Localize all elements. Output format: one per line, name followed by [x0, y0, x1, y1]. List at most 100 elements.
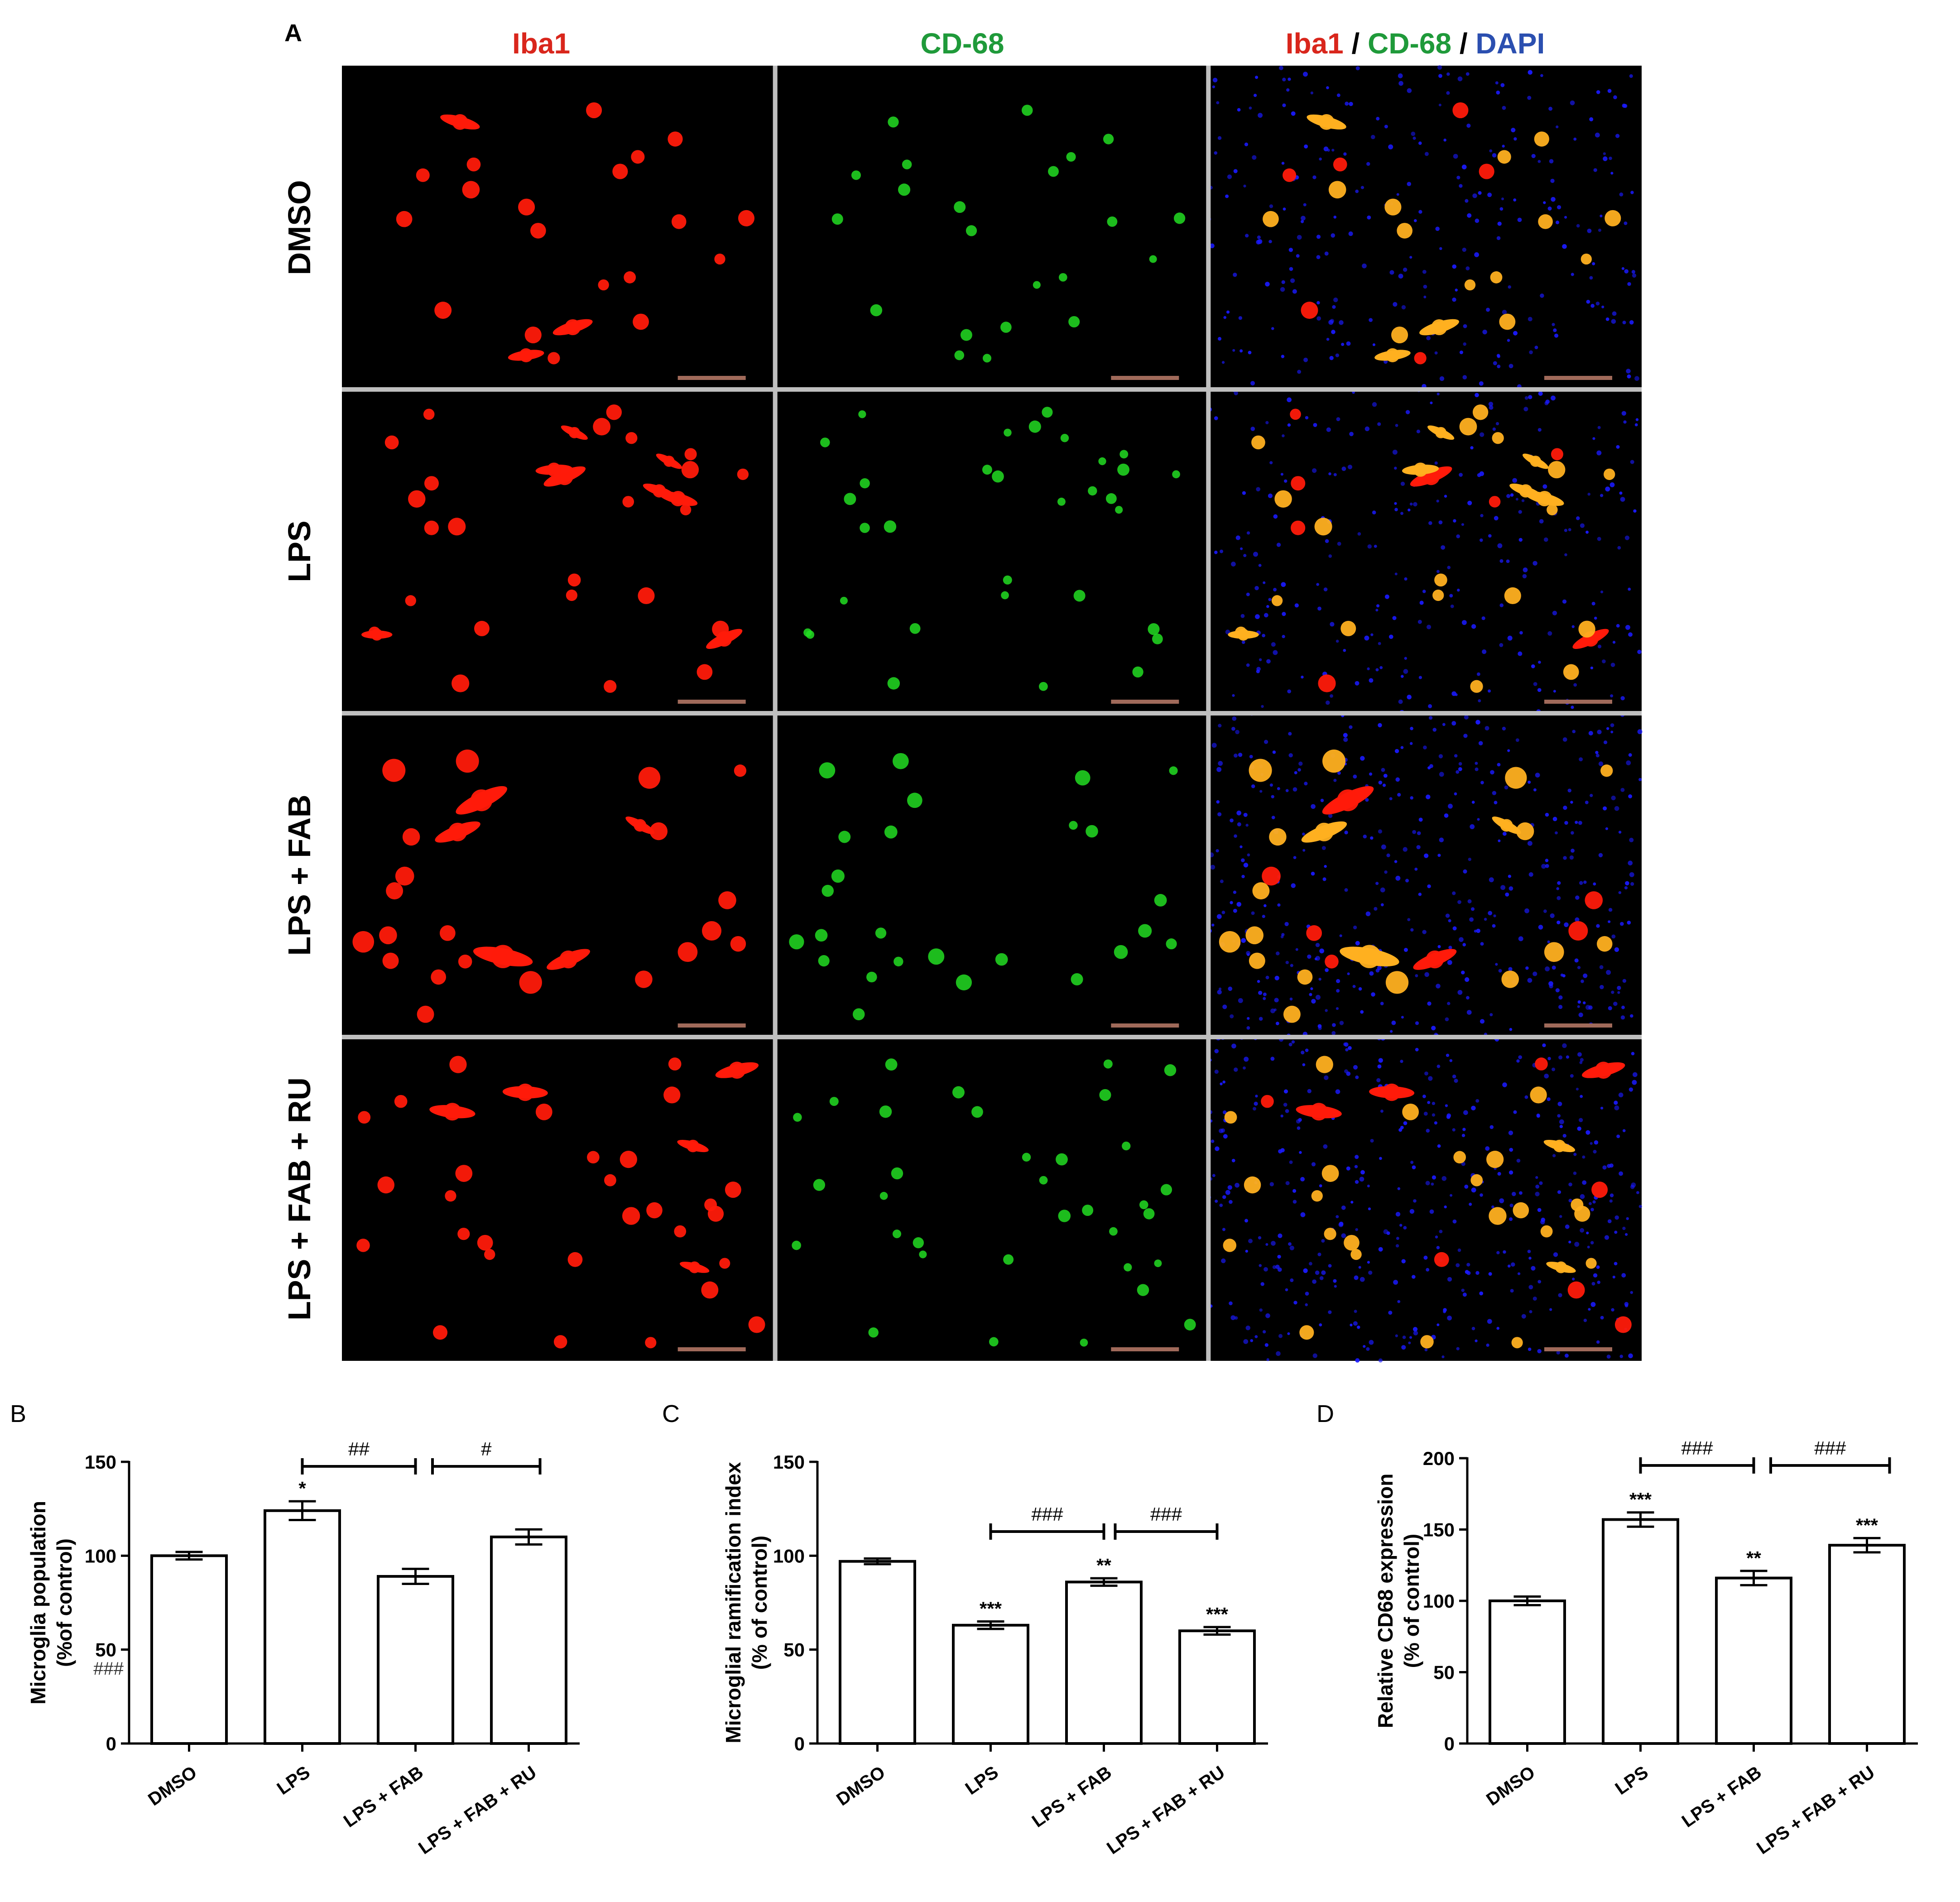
microglia-cell [1057, 497, 1066, 506]
microglia-cell [663, 456, 675, 467]
dapi-nucleus [1250, 1339, 1254, 1342]
column-header-part: Iba1 [1286, 27, 1344, 60]
dapi-nucleus [1480, 942, 1484, 946]
microglia-cell [356, 1239, 370, 1252]
dapi-nucleus [1614, 1100, 1618, 1105]
dapi-nucleus [1564, 922, 1569, 927]
dapi-nucleus [1328, 1310, 1332, 1314]
microglia-cell [892, 1230, 901, 1239]
dapi-nucleus [1290, 278, 1295, 283]
dapi-nucleus [1564, 553, 1567, 557]
dapi-nucleus [1246, 1026, 1250, 1030]
dapi-nucleus [1443, 139, 1446, 142]
dapi-nucleus [1573, 683, 1577, 687]
microglia-cell [860, 523, 870, 533]
dapi-nucleus [1547, 1097, 1551, 1101]
dapi-nucleus [1478, 741, 1483, 745]
microglia-cell [408, 490, 426, 508]
microglia-cell [1124, 1263, 1132, 1272]
dapi-nucleus [1241, 938, 1246, 943]
dapi-nucleus [1620, 1015, 1625, 1020]
dapi-nucleus [1215, 1200, 1218, 1203]
dapi-nucleus [1619, 1171, 1624, 1176]
dapi-nucleus [1638, 1205, 1643, 1208]
dapi-nucleus [1412, 1275, 1416, 1279]
dapi-nucleus [1498, 969, 1502, 973]
dapi-nucleus [1349, 725, 1353, 729]
dapi-nucleus [1450, 1194, 1453, 1197]
dapi-nucleus [1241, 874, 1245, 879]
dapi-nucleus [1571, 831, 1574, 835]
dapi-nucleus [1487, 192, 1492, 197]
microglia-cell [1501, 970, 1519, 988]
dapi-nucleus [1378, 1247, 1383, 1252]
dapi-nucleus [1310, 987, 1313, 990]
microglia-cell [907, 792, 922, 808]
dapi-nucleus [1312, 175, 1316, 179]
dapi-nucleus [1389, 797, 1393, 801]
dapi-nucleus [1518, 1055, 1523, 1059]
dapi-nucleus [1319, 1323, 1322, 1327]
dapi-nucleus [1494, 801, 1498, 805]
dapi-nucleus [1607, 1164, 1611, 1168]
dapi-nucleus [1552, 1154, 1556, 1158]
microglia-cell [456, 749, 479, 773]
dapi-nucleus [1307, 1089, 1311, 1094]
dapi-nucleus [1552, 323, 1555, 327]
dapi-nucleus [1384, 125, 1388, 129]
dapi-nucleus [1609, 1193, 1614, 1197]
dapi-nucleus [1545, 859, 1549, 862]
microglia-cell [1137, 1284, 1149, 1296]
bar [839, 1560, 916, 1745]
dapi-nucleus [1468, 857, 1471, 861]
dapi-nucleus [1616, 1134, 1620, 1138]
dapi-nucleus [1219, 1203, 1223, 1207]
dapi-nucleus [1518, 651, 1523, 656]
dapi-nucleus [1243, 1339, 1249, 1344]
microglia-cell [1297, 969, 1313, 985]
dapi-nucleus [1287, 423, 1291, 427]
dapi-nucleus [1245, 1249, 1248, 1253]
dapi-nucleus [1629, 320, 1634, 325]
microglia-cell [1252, 882, 1270, 900]
dapi-nucleus [1452, 264, 1457, 269]
dapi-nucleus [1564, 1354, 1569, 1358]
panel-letter: C [662, 1400, 680, 1427]
microglia-cell [1152, 634, 1163, 644]
dapi-nucleus [1541, 1217, 1546, 1222]
dapi-nucleus [1219, 1129, 1224, 1134]
dapi-nucleus [1475, 393, 1479, 398]
dapi-nucleus [1323, 587, 1328, 591]
dapi-nucleus [1280, 1114, 1283, 1118]
dapi-nucleus [1471, 801, 1475, 804]
microglia-cell [1244, 1176, 1261, 1194]
microglia-cell [829, 1097, 839, 1106]
microglia-cell [1431, 319, 1447, 336]
dapi-nucleus [1568, 1182, 1572, 1186]
dapi-nucleus [1547, 940, 1550, 943]
dapi-nucleus [1303, 72, 1308, 77]
dapi-nucleus [1427, 884, 1431, 889]
microglia-cell [1470, 680, 1483, 693]
microglia-cell [1452, 102, 1469, 119]
microglia-cell [792, 1240, 801, 1250]
dapi-nucleus [1523, 407, 1528, 412]
dapi-nucleus [1499, 207, 1504, 211]
dapi-nucleus [1540, 74, 1543, 77]
dapi-nucleus [1395, 1211, 1401, 1217]
dapi-nucleus [1436, 1064, 1441, 1068]
dapi-nucleus [1397, 1187, 1401, 1191]
dapi-nucleus [1359, 1177, 1364, 1182]
dapi-nucleus [1412, 1327, 1418, 1332]
dapi-nucleus [1345, 1048, 1349, 1052]
dapi-nucleus [1554, 333, 1559, 338]
dapi-nucleus [1247, 1017, 1250, 1020]
dapi-nucleus [1424, 152, 1429, 156]
dapi-nucleus [1386, 853, 1390, 857]
microglia-cell [1262, 866, 1281, 886]
microglia-cell [730, 936, 746, 952]
dapi-nucleus [1558, 1004, 1563, 1009]
microglia-cell [866, 971, 877, 983]
dapi-nucleus [1264, 1343, 1268, 1347]
dapi-nucleus [1576, 224, 1580, 228]
